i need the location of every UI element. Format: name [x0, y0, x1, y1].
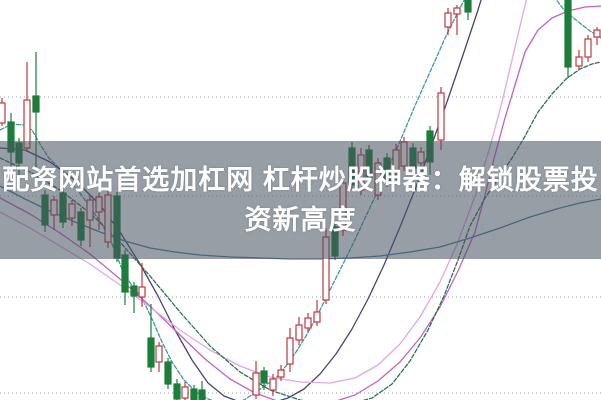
down-candle [164, 361, 172, 385]
promo-banner: 配资网站首选加杠网 杠杆炒股神器：解锁股票投 资新高度 [0, 141, 601, 259]
up-candle [584, 38, 592, 58]
ma-light-plum [0, 0, 528, 384]
down-candle [190, 388, 198, 400]
down-candle [173, 383, 181, 400]
down-candle [32, 95, 40, 113]
up-candle [0, 102, 6, 124]
up-candle [593, 29, 601, 38]
up-candle [252, 372, 260, 396]
up-candle [277, 369, 285, 378]
up-candle [575, 56, 583, 67]
up-candle [453, 7, 461, 15]
up-candle [138, 286, 146, 298]
down-candle [121, 254, 129, 293]
banner-text-line2: 资新高度 [244, 205, 357, 235]
up-candle [304, 317, 312, 329]
down-candle [260, 370, 268, 384]
down-candle [198, 389, 206, 400]
banner-text-line1: 配资网站首选加杠网 杠杆炒股神器：解锁股票投 [2, 165, 599, 195]
up-candle [155, 345, 163, 363]
down-candle [564, 0, 572, 68]
up-candle [181, 386, 189, 399]
up-candle [313, 311, 321, 323]
ma-magenta [0, 5, 601, 400]
up-candle [437, 92, 445, 141]
down-candle [130, 285, 138, 297]
up-candle [444, 12, 452, 28]
down-candle [464, 0, 472, 13]
down-candle [147, 337, 155, 368]
up-candle [286, 337, 294, 365]
up-candle [295, 324, 303, 341]
ma-dark-green [0, 61, 601, 400]
up-candle [269, 378, 277, 391]
